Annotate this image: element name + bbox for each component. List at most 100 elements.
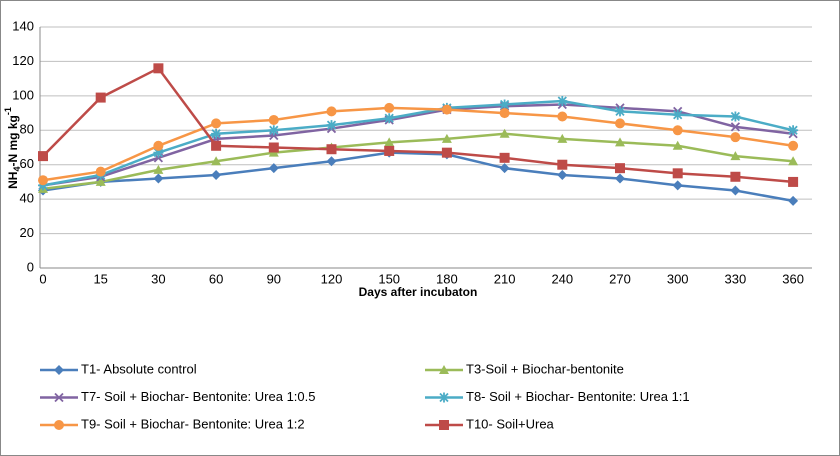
marker <box>615 106 625 117</box>
marker <box>439 365 449 374</box>
marker <box>211 156 222 166</box>
marker <box>441 104 452 115</box>
x-tick-label: 150 <box>378 271 400 286</box>
marker <box>268 142 279 153</box>
marker <box>672 109 683 120</box>
marker <box>384 137 395 147</box>
y-label-part: -N mg kg <box>6 115 20 166</box>
x-tick-label: 180 <box>436 271 458 286</box>
marker <box>615 137 625 147</box>
marker <box>153 147 164 158</box>
marker <box>439 420 449 430</box>
legend-label: T7- Soil + Biochar- Bentonite: Urea 1:0.… <box>81 389 315 404</box>
marker <box>615 173 625 184</box>
x-tick-label: 330 <box>725 271 747 286</box>
marker <box>268 114 279 125</box>
marker <box>557 170 568 181</box>
marker <box>38 180 48 191</box>
marker <box>326 120 337 131</box>
marker <box>384 113 395 124</box>
y-label-sub: 4 <box>12 167 22 172</box>
y-tick-label: 60 <box>20 156 34 171</box>
marker <box>615 118 625 129</box>
marker <box>557 159 568 170</box>
marker <box>153 140 164 151</box>
series-line <box>42 66 794 184</box>
marker <box>499 163 510 174</box>
legend-label: T8- Soil + Biochar- Bentonite: Urea 1:1 <box>466 389 690 404</box>
marker <box>326 106 337 117</box>
marker <box>326 144 337 155</box>
x-tick-label: 300 <box>667 271 689 286</box>
marker <box>788 125 799 136</box>
x-tick-label: 360 <box>782 271 804 286</box>
y-tick-label: 120 <box>12 53 34 68</box>
y-tick-label: 100 <box>12 87 34 102</box>
marker <box>95 176 106 186</box>
marker <box>441 147 452 158</box>
marker <box>211 170 222 181</box>
x-tick-label: 240 <box>551 271 573 286</box>
series-line <box>42 151 794 203</box>
y-label-part: NH <box>6 172 20 189</box>
y-tick-label: 0 <box>27 259 34 274</box>
x-tick-label: 120 <box>321 271 343 286</box>
x-tick-label: 0 <box>39 271 46 286</box>
marker <box>557 111 568 122</box>
marker <box>499 152 510 163</box>
marker <box>95 92 106 103</box>
legend-label: T3-Soil + Biochar-bentonite <box>466 361 624 376</box>
y-tick-label: 20 <box>20 225 34 240</box>
x-tick-label: 15 <box>93 271 107 286</box>
marker <box>672 125 683 136</box>
y-tick-label: 40 <box>20 191 34 206</box>
y-axis-label: NH4-N mg kg-1 <box>3 107 22 189</box>
marker <box>615 163 625 174</box>
marker <box>557 96 568 107</box>
marker <box>730 185 741 196</box>
marker <box>384 145 395 156</box>
marker <box>384 102 395 113</box>
marker <box>672 140 683 150</box>
series-line <box>42 132 794 191</box>
marker <box>54 392 64 403</box>
marker <box>788 140 799 151</box>
legend-label: T1- Absolute control <box>81 361 197 376</box>
marker <box>730 171 741 182</box>
series-line <box>42 99 794 187</box>
marker <box>153 164 164 174</box>
marker <box>788 176 799 187</box>
y-label-sup: -1 <box>3 107 13 115</box>
marker <box>268 125 279 136</box>
marker <box>499 128 510 138</box>
marker <box>38 151 48 162</box>
marker <box>730 151 741 161</box>
marker <box>557 133 568 143</box>
marker <box>499 99 510 110</box>
marker <box>730 111 741 122</box>
marker <box>788 195 799 206</box>
x-tick-label: 210 <box>494 271 516 286</box>
y-tick-label: 80 <box>20 122 34 137</box>
marker <box>730 132 741 143</box>
marker <box>326 156 337 167</box>
marker <box>211 128 222 139</box>
x-tick-label: 60 <box>209 271 223 286</box>
legend-label: T10- Soil+Urea <box>466 416 555 431</box>
marker <box>441 133 452 143</box>
marker <box>499 108 510 119</box>
marker <box>268 163 279 174</box>
marker <box>38 175 48 186</box>
marker <box>672 180 683 191</box>
marker <box>54 365 64 375</box>
marker <box>211 118 222 129</box>
marker <box>95 166 106 177</box>
x-axis-label: Days after incubaton <box>359 285 478 299</box>
marker <box>153 63 164 74</box>
marker <box>788 156 799 166</box>
marker <box>211 140 222 151</box>
marker <box>439 392 449 403</box>
marker <box>730 122 741 132</box>
